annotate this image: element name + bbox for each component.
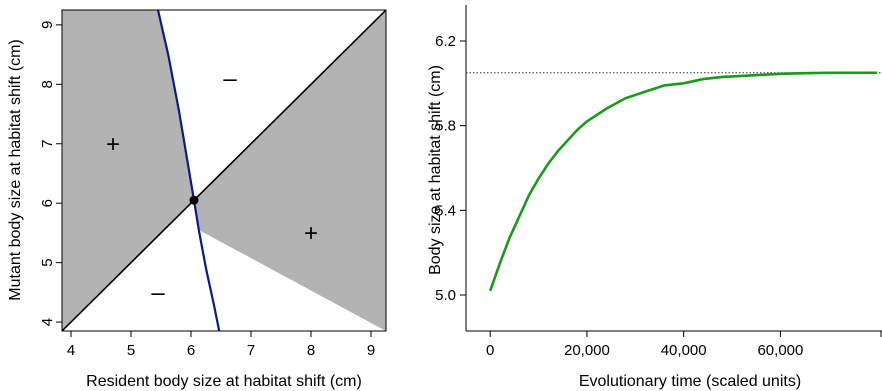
region-sign-label: –	[151, 279, 165, 306]
pip-x-tick-label: 4	[67, 342, 75, 359]
pip-x-axis-label: Resident body size at habitat shift (cm)	[86, 373, 362, 390]
invasion-region-lower-right	[194, 10, 386, 331]
pip-x-tick-label: 9	[367, 342, 375, 359]
trajectory-y-tick-label: 5.8	[435, 118, 456, 135]
pip-x-tick-label: 6	[187, 342, 195, 359]
diagonal-line	[62, 10, 386, 331]
trajectory-x-axis-label: Evolutionary time (scaled units)	[579, 373, 801, 390]
pip-x-tick-label: 5	[127, 342, 135, 359]
pip-y-tick-label: 6	[39, 199, 56, 207]
trajectory-y-tick-label: 5.4	[435, 202, 456, 219]
trajectory-y-axis-label: Body size at habitat shift (cm)	[427, 65, 444, 275]
region-sign-label: +	[304, 220, 318, 247]
trajectory-x-tick-label: 40,000	[661, 342, 707, 359]
pip-panel: + – + – 4 5 6 7 8 9 4 5 6 7 8 9 Resident body size at…	[7, 9, 387, 390]
pip-x-tick-label: 7	[247, 342, 255, 359]
trajectory-panel: 0 20,000 40,000 60,000 5.0 5.4 5.8 6.2 Evoluti…	[427, 5, 882, 390]
region-sign-label: –	[223, 65, 237, 92]
pip-y-tick-label: 9	[39, 21, 56, 29]
region-sign-label: +	[106, 131, 120, 158]
trajectory-x-tick-label: 0	[486, 342, 494, 359]
pip-y-tick-label: 4	[39, 318, 56, 326]
body-size-trajectory-line	[488, 71, 878, 292]
singular-strategy-point	[189, 195, 199, 205]
pip-y-axis-label: Mutant body size at habitat shift (cm)	[7, 39, 24, 300]
invasion-region-upper-left	[62, 10, 194, 331]
pip-y-tick-label: 8	[39, 80, 56, 88]
pip-y-tick-label: 7	[39, 140, 56, 148]
trajectory-y-tick-label: 5.0	[435, 287, 456, 304]
pip-frame	[61, 9, 387, 332]
pip-y-tick-label: 5	[39, 258, 56, 266]
pip-x-tick-label: 8	[307, 342, 315, 359]
trajectory-x-tick-label: 20,000	[564, 342, 610, 359]
trajectory-y-tick-label: 6.2	[435, 33, 456, 50]
trajectory-x-tick-label: 60,000	[757, 342, 803, 359]
